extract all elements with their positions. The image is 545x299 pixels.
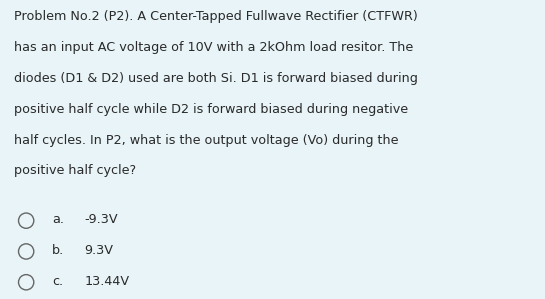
Text: has an input AC voltage of 10V with a 2kOhm load resitor. The: has an input AC voltage of 10V with a 2k… <box>14 41 413 54</box>
Text: b.: b. <box>52 244 64 257</box>
Text: c.: c. <box>52 275 63 288</box>
Text: a.: a. <box>52 213 64 226</box>
Text: 9.3V: 9.3V <box>84 244 113 257</box>
Text: diodes (D1 & D2) used are both Si. D1 is forward biased during: diodes (D1 & D2) used are both Si. D1 is… <box>14 72 417 85</box>
Text: 13.44V: 13.44V <box>84 275 130 288</box>
Text: half cycles. In P2, what is the output voltage (Vo) during the: half cycles. In P2, what is the output v… <box>14 134 398 147</box>
Text: positive half cycle?: positive half cycle? <box>14 164 136 177</box>
Text: positive half cycle while D2 is forward biased during negative: positive half cycle while D2 is forward … <box>14 103 408 116</box>
Text: Problem No.2 (P2). A Center-Tapped Fullwave Rectifier (CTFWR): Problem No.2 (P2). A Center-Tapped Fullw… <box>14 10 417 23</box>
Text: -9.3V: -9.3V <box>84 213 118 226</box>
